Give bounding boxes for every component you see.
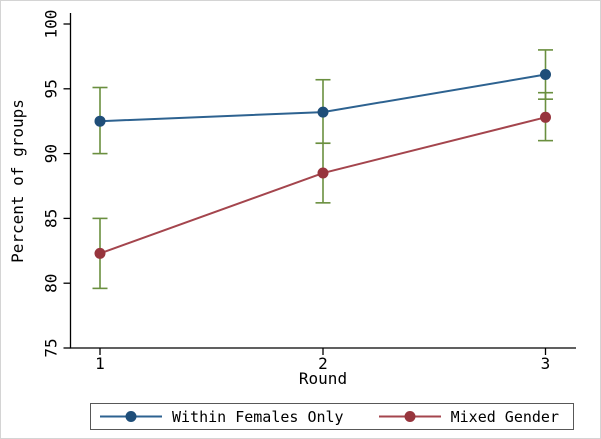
chart-legend: Within Females Only Mixed Gender bbox=[90, 403, 574, 430]
data-point-within-females-only-round-3 bbox=[540, 69, 551, 81]
y-tick-label: 85 bbox=[42, 209, 61, 228]
legend-key-line-marker-icon bbox=[378, 410, 442, 423]
legend-key-line-marker-icon bbox=[99, 410, 163, 423]
legend-item-mixed-gender: Mixed Gender bbox=[378, 408, 559, 426]
data-point-within-females-only-round-2 bbox=[317, 106, 329, 118]
y-tick-label: 95 bbox=[42, 79, 61, 98]
data-point-mixed-gender-round-2 bbox=[317, 167, 329, 179]
legend-label: Mixed Gender bbox=[450, 407, 559, 426]
data-point-within-females-only-round-1 bbox=[94, 115, 106, 127]
y-tick-label: 75 bbox=[42, 338, 61, 357]
x-tick-label: 3 bbox=[541, 354, 551, 373]
y-tick-label: 80 bbox=[42, 274, 61, 293]
y-axis-title: Percent of groups bbox=[8, 99, 27, 263]
legend-label: Within Females Only bbox=[172, 407, 344, 426]
x-tick-label: 2 bbox=[318, 354, 328, 373]
y-tick-label: 90 bbox=[42, 144, 61, 163]
data-point-mixed-gender-round-1 bbox=[94, 247, 106, 259]
data-point-mixed-gender-round-3 bbox=[540, 111, 551, 123]
y-tick-label: 100 bbox=[42, 10, 61, 39]
legend-item-within-females-only: Within Females Only bbox=[99, 408, 344, 426]
x-tick-label: 1 bbox=[95, 354, 105, 373]
x-axis-title: Round bbox=[299, 369, 347, 388]
